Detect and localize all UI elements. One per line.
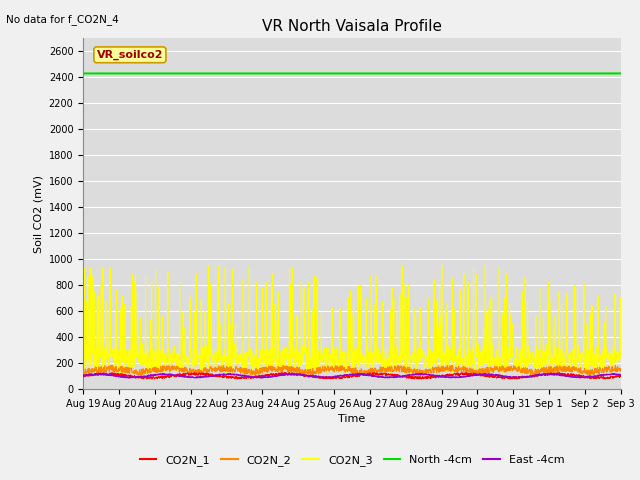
X-axis label: Time: Time [339, 414, 365, 424]
Title: VR North Vaisala Profile: VR North Vaisala Profile [262, 20, 442, 35]
Y-axis label: Soil CO2 (mV): Soil CO2 (mV) [33, 175, 43, 252]
Legend: CO2N_1, CO2N_2, CO2N_3, North -4cm, East -4cm: CO2N_1, CO2N_2, CO2N_3, North -4cm, East… [135, 450, 569, 470]
Text: No data for f_CO2N_4: No data for f_CO2N_4 [6, 14, 119, 25]
Text: VR_soilco2: VR_soilco2 [97, 49, 163, 60]
